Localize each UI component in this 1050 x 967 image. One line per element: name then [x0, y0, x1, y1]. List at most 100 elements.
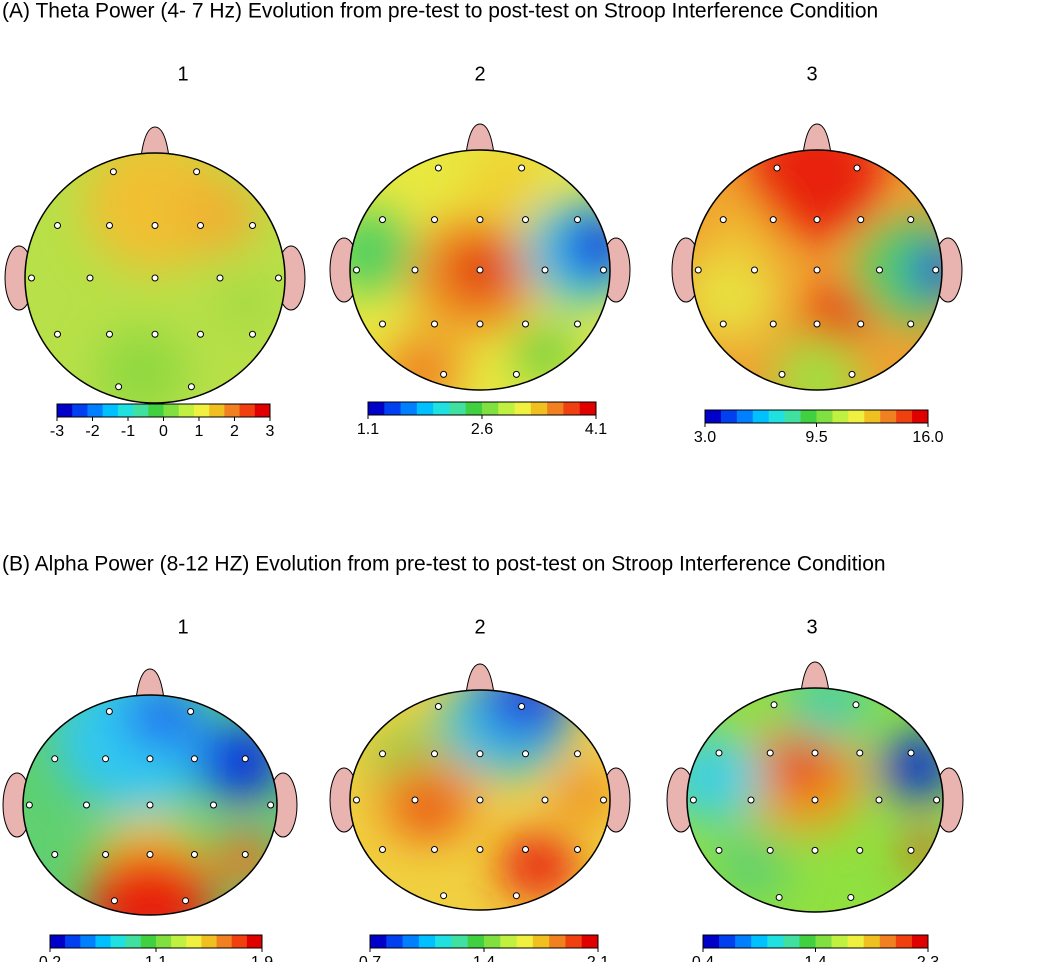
colorbar-step	[831, 935, 849, 948]
colorbar-step	[402, 935, 420, 948]
head-map	[671, 123, 963, 391]
electrode	[875, 796, 883, 804]
colorbar-step	[484, 935, 501, 948]
electrode	[857, 216, 865, 224]
scalp-colors	[23, 695, 277, 915]
electrode	[379, 846, 386, 853]
colorbar-step	[783, 935, 800, 948]
colorbar: 0.2 1.1 1.9	[39, 934, 273, 967]
colorbar-step	[400, 402, 418, 415]
electrode	[770, 701, 778, 709]
electrode	[146, 851, 154, 858]
scalp-blob	[512, 324, 578, 384]
electrode	[379, 216, 386, 224]
electrode	[187, 383, 195, 391]
electrode	[476, 796, 484, 804]
electrode	[773, 164, 781, 172]
colorbar-step	[435, 935, 452, 948]
electrode	[541, 266, 549, 274]
electrode	[512, 370, 520, 378]
electrode	[54, 222, 61, 229]
colorbar-step	[384, 402, 402, 415]
electrode	[190, 851, 198, 858]
colorbar-step	[879, 935, 897, 948]
colorbar-step	[500, 935, 518, 948]
map-label: 1	[177, 63, 188, 85]
scalp-blob	[96, 328, 188, 403]
colorbar-step	[246, 935, 263, 948]
colorbar: 0.4 1.4 2.3	[692, 934, 939, 967]
colorbar-label: 2	[230, 423, 239, 440]
colorbar-label: -1	[121, 423, 135, 440]
colorbar-step	[752, 410, 770, 423]
electrode	[766, 846, 774, 854]
colorbar-step	[140, 935, 157, 948]
electrode	[51, 851, 59, 858]
colorbar-step	[133, 404, 149, 417]
colorbar-label: 2.1	[587, 954, 609, 962]
scalp-colors	[350, 690, 610, 910]
nose	[465, 663, 495, 695]
colorbar-step	[87, 404, 104, 417]
scalp-blob	[467, 150, 545, 216]
colorbar-label: 0.4	[692, 954, 714, 962]
colorbar-label: 1.4	[804, 954, 826, 962]
colorbar-label: 2.6	[471, 421, 493, 438]
electrode	[876, 266, 883, 274]
colorbar-step	[216, 935, 233, 948]
electrode	[689, 796, 697, 804]
electrode	[747, 796, 755, 804]
colorbar-step	[102, 404, 119, 417]
colorbar-step	[880, 410, 897, 423]
electrode	[775, 893, 783, 901]
electrode	[379, 750, 386, 758]
electrode	[574, 750, 581, 758]
electrode	[210, 801, 217, 809]
colorbar-label: 2.3	[917, 954, 939, 962]
electrode	[434, 703, 442, 710]
scalp-blob	[712, 833, 790, 901]
electrode	[105, 708, 113, 715]
electrode	[852, 701, 860, 709]
electrode	[440, 370, 448, 378]
electrode	[518, 703, 526, 710]
electrode	[476, 846, 484, 853]
colorbar-step	[57, 404, 73, 417]
scalp-outline	[22, 694, 278, 916]
scalp-blob	[770, 738, 835, 795]
nose	[135, 668, 165, 700]
electrode	[907, 216, 915, 224]
colorbar-label: -2	[85, 423, 99, 440]
colorbar-step	[799, 935, 816, 948]
electrode	[715, 846, 723, 854]
colorbar-step	[482, 402, 499, 415]
colorbar-step	[117, 404, 134, 417]
electrode	[476, 266, 484, 274]
nose	[465, 123, 495, 155]
map-label: 1	[177, 616, 188, 638]
electrode	[83, 801, 90, 809]
scalp-colors	[687, 688, 943, 912]
electrode	[187, 708, 195, 715]
electrode	[813, 320, 821, 328]
electrode	[102, 755, 110, 763]
colorbar-step	[911, 935, 929, 948]
colorbar-step	[847, 935, 865, 948]
map-label: 2	[474, 616, 485, 638]
colorbar-step	[72, 404, 88, 417]
electrode	[106, 330, 113, 338]
scalp-blob	[773, 336, 861, 390]
electrode	[811, 796, 819, 804]
scalp-blob	[551, 767, 610, 822]
colorbar-step	[832, 410, 849, 423]
electrode	[522, 320, 529, 328]
electrode	[249, 330, 256, 338]
colorbar-step	[565, 935, 583, 948]
electrode	[353, 796, 360, 804]
scalp-blobs	[350, 150, 610, 390]
electrode	[907, 749, 915, 757]
colorbar-step	[720, 410, 738, 423]
map-label: 2	[474, 63, 485, 85]
electrode	[751, 266, 758, 274]
colorbar-step	[465, 402, 483, 415]
